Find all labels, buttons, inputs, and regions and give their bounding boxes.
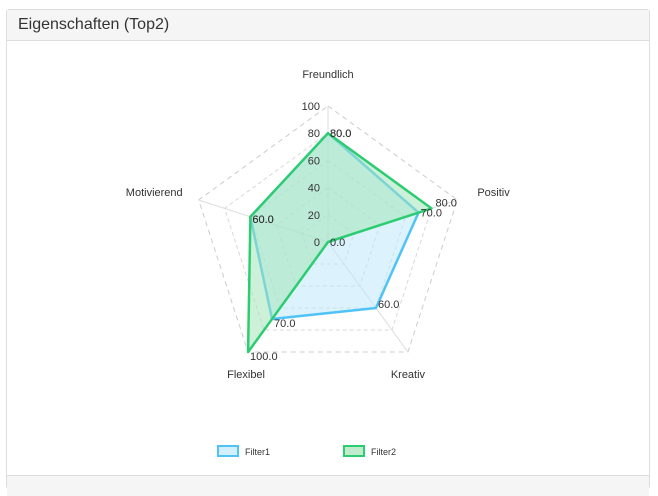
value-label-filter2: 0.0 [330, 237, 345, 249]
category-label-positiv: Positiv [477, 187, 510, 199]
tick-label: 100 [302, 101, 320, 113]
tick-label: 80 [308, 128, 320, 140]
category-label-freundlich: Freundlich [302, 69, 353, 81]
value-label-filter1: 70.0 [274, 318, 295, 330]
tick-label: 60 [308, 155, 320, 167]
value-label-filter1: 60.0 [378, 299, 399, 311]
value-label-filter2: 80.0 [435, 197, 456, 209]
legend-label-filter1[interactable]: Filter1 [245, 447, 270, 457]
tick-label: 0 [314, 237, 320, 249]
value-label-filter1: 80.0 [330, 128, 351, 140]
legend-swatch-filter2[interactable] [343, 445, 365, 457]
legend-swatch-filter1[interactable] [217, 445, 239, 457]
legend-label-filter2[interactable]: Filter2 [371, 447, 396, 457]
value-label-filter1: 70.0 [421, 208, 442, 220]
series-filter2-area[interactable] [246, 131, 433, 354]
value-label-filter2: 60.0 [252, 214, 273, 226]
tick-label: 20 [308, 210, 320, 222]
category-label-flexibel: Flexibel [227, 369, 265, 381]
category-label-motivierend: Motivierend [126, 187, 183, 199]
value-label-filter2: 100.0 [250, 351, 278, 363]
panel-title: Eigenschaften (Top2) [7, 10, 649, 41]
tick-label: 40 [308, 183, 320, 195]
category-label-kreativ: Kreativ [391, 369, 426, 381]
grid-ring [198, 105, 458, 353]
radar-chart: 0 20 40 60 80 100 Freundlich Positiv Kreativ Flex… [126, 69, 510, 457]
value-label-filter1: 60.0 [252, 214, 273, 226]
value-label-filter2: 80.0 [330, 128, 351, 140]
